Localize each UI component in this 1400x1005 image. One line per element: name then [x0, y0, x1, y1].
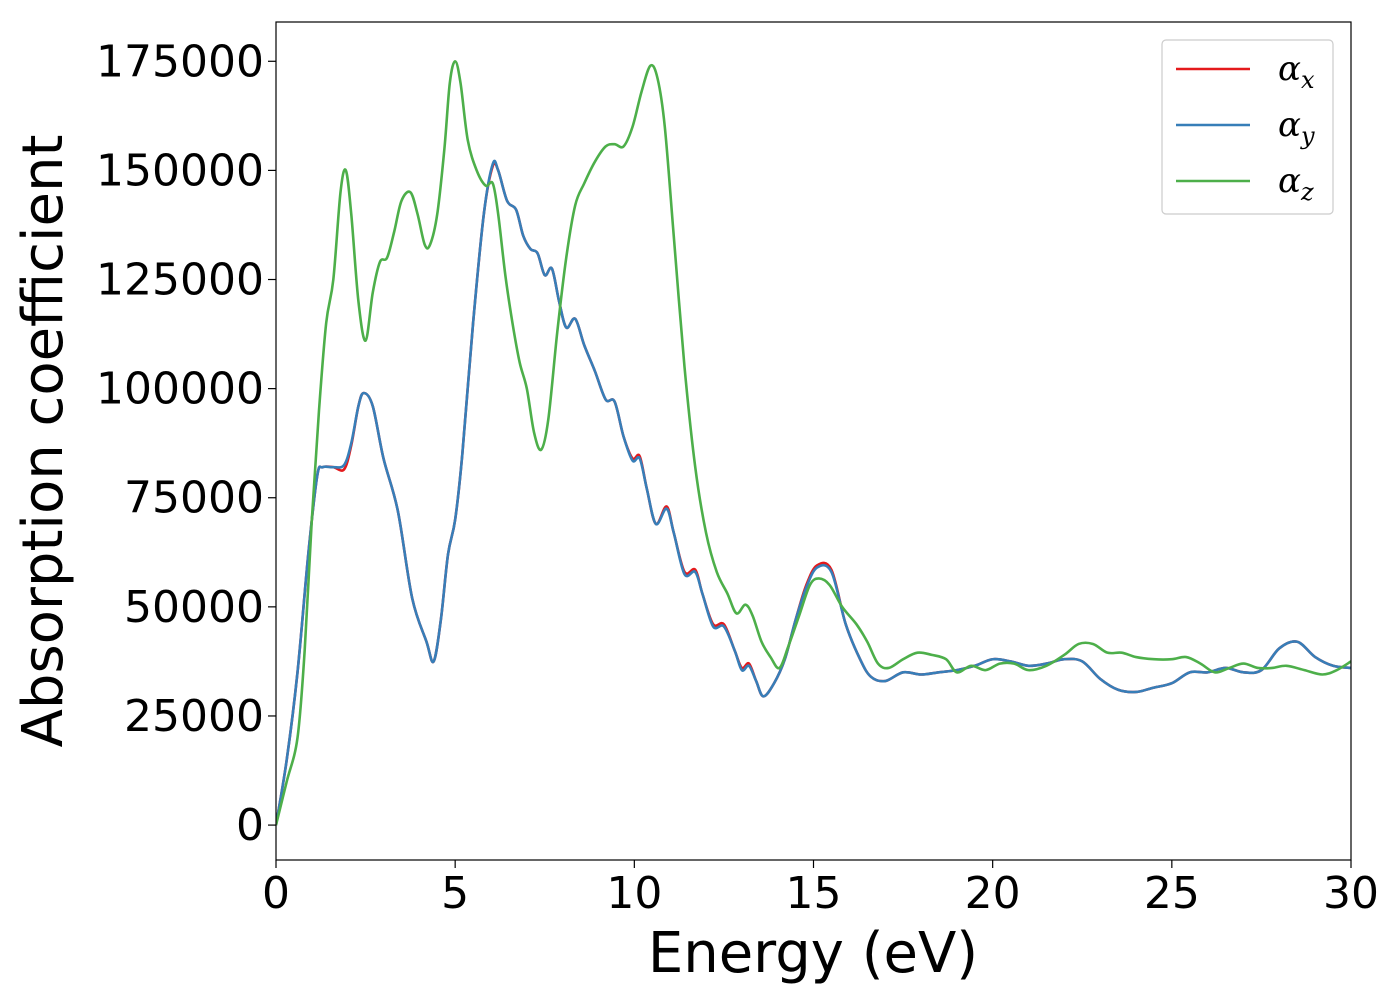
x-tick-label: 25	[1144, 868, 1200, 919]
y-tick-label: 150000	[96, 145, 264, 196]
series-line-z	[276, 59, 1351, 826]
x-axis-title: Energy (eV)	[648, 921, 978, 986]
x-tick-label: 15	[786, 868, 842, 919]
x-tick-label: 0	[262, 868, 290, 919]
y-tick-label: 175000	[96, 36, 264, 87]
y-tick-label: 50000	[124, 582, 264, 633]
y-tick-label: 125000	[96, 255, 264, 306]
y-tick-label: 100000	[96, 364, 264, 415]
x-tick-label: 20	[965, 868, 1021, 919]
y-axis-ticks: 0 25000 50000 75000 100000 125000 150000 175000	[96, 36, 276, 851]
x-axis-ticks: 0 5 10 15 20 25 30	[262, 860, 1379, 919]
legend-box	[1161, 39, 1334, 215]
series-layer	[276, 59, 1351, 826]
y-axis-title: Absorption coefficient	[11, 135, 76, 748]
series-line-y	[276, 159, 1351, 826]
x-tick-label: 10	[606, 868, 662, 919]
x-tick-label: 30	[1323, 868, 1379, 919]
y-tick-label: 25000	[124, 691, 264, 742]
y-tick-label: 75000	[124, 473, 264, 524]
y-tick-label: 0	[236, 800, 264, 851]
x-tick-label: 5	[441, 868, 469, 919]
